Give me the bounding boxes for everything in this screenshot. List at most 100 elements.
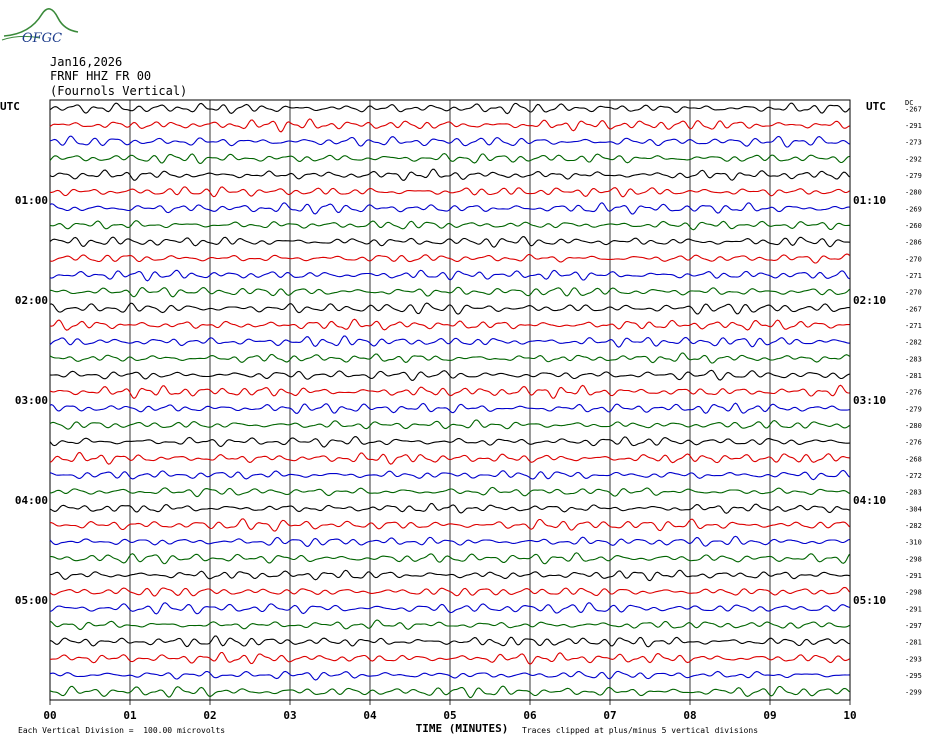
dc-offset-label: -281 <box>905 372 922 380</box>
dc-offset-label: -276 <box>905 439 922 447</box>
dc-offset-label: -304 <box>905 505 922 513</box>
seismic-trace <box>49 269 850 282</box>
dc-offset-label: -271 <box>905 272 922 280</box>
dc-offset-label: -273 <box>905 139 922 147</box>
dc-offset-label: -286 <box>905 239 922 247</box>
seismic-trace <box>49 518 850 532</box>
seismic-trace <box>49 168 850 181</box>
seismic-trace <box>49 469 850 481</box>
left-time-label: 02:00 <box>15 294 48 307</box>
station-description: (Fournols Vertical) <box>50 84 188 98</box>
dc-offset-label: -271 <box>905 322 922 330</box>
seismic-trace <box>49 335 850 348</box>
x-axis-title: TIME (MINUTES) <box>416 722 509 735</box>
left-time-label: 04:00 <box>15 494 48 507</box>
seismic-trace <box>49 402 850 414</box>
dc-offset-label: -293 <box>905 655 922 663</box>
clip-note: Traces clipped at plus/minus 5 vertical … <box>522 726 759 735</box>
dc-offset-label: -291 <box>905 605 922 613</box>
x-tick-label: 01 <box>123 709 137 722</box>
dc-offset-label: -292 <box>905 155 922 163</box>
dc-offset-label: -283 <box>905 489 922 497</box>
seismic-trace <box>49 619 850 631</box>
seismic-trace <box>49 135 850 148</box>
x-tick-label: 04 <box>363 709 377 722</box>
right-axis-label: UTC <box>866 100 886 113</box>
left-axis-label: UTC <box>0 100 20 113</box>
seismic-trace <box>49 635 850 648</box>
dc-offset-label: -298 <box>905 555 922 563</box>
seismic-trace <box>49 153 850 165</box>
seismic-trace <box>49 318 850 331</box>
seismic-trace <box>49 419 850 430</box>
seismic-trace <box>49 685 850 699</box>
dc-offset-label: -280 <box>905 189 922 197</box>
dc-offset-label: -279 <box>905 172 922 180</box>
dc-offset-label: -268 <box>905 455 922 463</box>
seismic-trace <box>49 436 850 448</box>
seismic-trace <box>49 602 850 615</box>
seismic-trace <box>49 535 850 547</box>
dc-offset-label: -281 <box>905 639 922 647</box>
seismic-trace <box>49 202 850 215</box>
dc-offset-label: -299 <box>905 689 922 697</box>
dc-offset-label: -260 <box>905 222 922 230</box>
seismic-trace <box>49 236 850 248</box>
dc-label: DC <box>905 99 913 107</box>
right-time-label: 03:10 <box>853 394 886 407</box>
seismic-trace <box>49 118 850 133</box>
x-tick-label: 03 <box>283 709 296 722</box>
x-tick-label: 07 <box>603 709 616 722</box>
left-time-label: 01:00 <box>15 194 48 207</box>
seismic-trace <box>50 552 850 565</box>
seismic-trace <box>49 586 850 597</box>
seismic-trace <box>49 253 850 264</box>
dc-offset-label: -283 <box>905 355 922 363</box>
seismic-trace <box>49 502 850 514</box>
seismic-trace <box>49 352 850 364</box>
dc-offset-label: -297 <box>905 622 922 630</box>
x-tick-label: 02 <box>203 709 216 722</box>
right-time-label: 01:10 <box>853 194 886 207</box>
dc-offset-label: -279 <box>905 405 922 413</box>
x-tick-label: 00 <box>43 709 56 722</box>
record-date: Jan16,2026 <box>50 55 123 69</box>
x-tick-label: 10 <box>843 709 856 722</box>
dc-offset-label: -298 <box>905 589 922 597</box>
dc-offset-label: -269 <box>905 205 922 213</box>
dc-offset-label: -270 <box>905 255 922 263</box>
dc-offset-label: -280 <box>905 422 922 430</box>
dc-offset-label: -291 <box>905 572 922 580</box>
svg-text:OFGC: OFGC <box>22 31 62 46</box>
right-time-label: 02:10 <box>853 294 886 307</box>
seismic-trace <box>49 569 850 582</box>
dc-offset-label: -291 <box>905 122 922 130</box>
x-tick-label: 06 <box>523 709 537 722</box>
seismic-trace <box>49 384 850 400</box>
dc-offset-label: -272 <box>905 472 922 480</box>
x-tick-label: 08 <box>683 709 696 722</box>
right-time-label: 05:10 <box>853 594 886 607</box>
left-time-label: 05:00 <box>15 594 48 607</box>
left-time-label: 03:00 <box>15 394 48 407</box>
dc-offset-label: -310 <box>905 539 922 547</box>
seismic-trace <box>49 670 850 681</box>
dc-offset-label: -276 <box>905 389 922 397</box>
seismic-trace <box>49 102 850 115</box>
seismic-trace <box>49 486 850 498</box>
scale-note: Each Vertical Division = 100.00 microvol… <box>18 726 226 735</box>
dc-offset-label: -295 <box>905 672 922 680</box>
seismic-trace <box>49 220 850 231</box>
dc-offset-label: -282 <box>905 522 922 530</box>
dc-offset-label: -267 <box>905 105 922 113</box>
right-time-label: 04:10 <box>853 494 886 507</box>
seismic-trace <box>49 369 850 381</box>
dc-offset-label: -282 <box>905 339 922 347</box>
station-code: FRNF HHZ FR 00 <box>50 69 152 83</box>
dc-offset-label: -267 <box>905 305 922 313</box>
seismic-trace <box>50 186 850 198</box>
dc-offset-label: -270 <box>905 289 922 297</box>
seismic-trace <box>49 651 850 665</box>
x-tick-label: 09 <box>763 709 776 722</box>
